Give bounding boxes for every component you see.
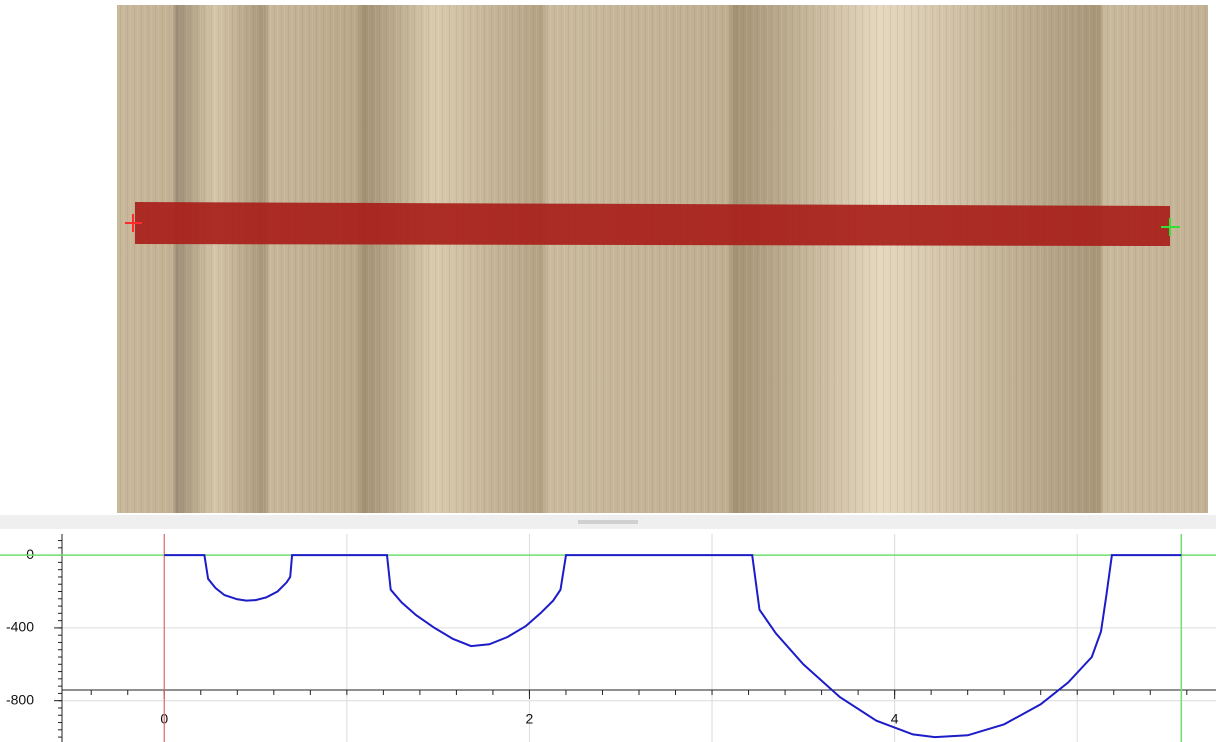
profile-line bbox=[164, 555, 1181, 737]
x-tick-label: 2 bbox=[526, 711, 534, 727]
surface-texture bbox=[117, 5, 1208, 513]
profile-window: 0-400-800024 bbox=[0, 0, 1216, 742]
y-tick-label: 0 bbox=[26, 546, 34, 562]
profile-band bbox=[135, 202, 1170, 246]
profile-plot: 0-400-800024 bbox=[0, 534, 1216, 742]
x-tick-label: 4 bbox=[891, 711, 899, 727]
y-tick-label: -400 bbox=[6, 619, 34, 635]
splitter-handle[interactable] bbox=[578, 520, 638, 524]
page: {"chart_data": { "type": "line", "x": [0… bbox=[0, 0, 1216, 742]
y-tick-label: -800 bbox=[6, 691, 34, 707]
camera-image bbox=[117, 5, 1208, 513]
